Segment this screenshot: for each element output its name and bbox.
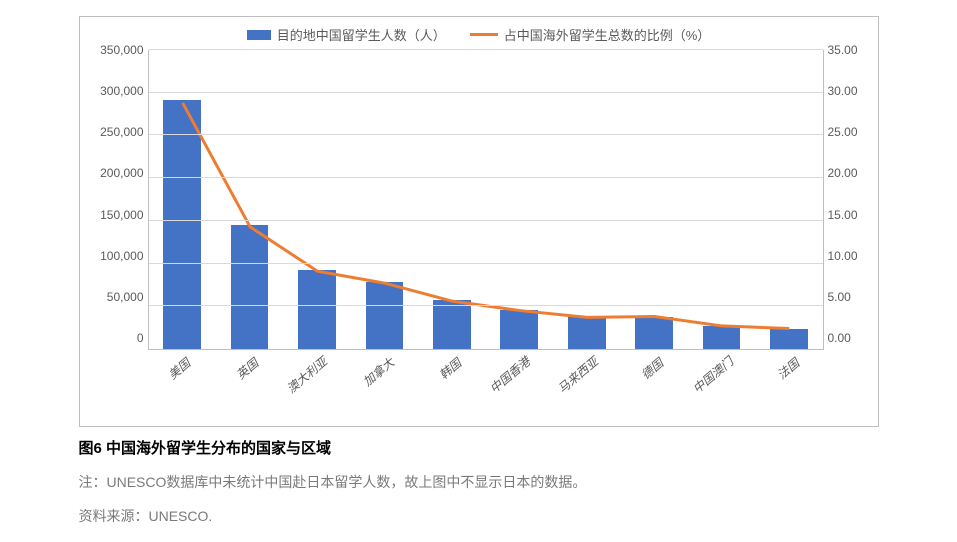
y-left-tick: 150,000 [90,209,144,221]
bar [568,317,606,349]
bar-slot [486,50,553,349]
y-right-tick: 15.00 [828,209,868,221]
bar [703,326,741,349]
y-right-tick: 25.00 [828,126,868,138]
y-axis-left: 350,000300,000250,000200,000150,000100,0… [90,50,148,350]
grid-line [149,49,823,50]
legend-swatch-bar [247,30,271,40]
bar-slot [553,50,620,349]
bar [163,100,201,349]
plot-area: 350,000300,000250,000200,000150,000100,0… [90,50,868,350]
grid-line [149,177,823,178]
bar-slot [755,50,822,349]
legend-label-line: 占中国海外留学生总数的比例（%） [504,25,711,44]
legend-item-line: 占中国海外留学生总数的比例（%） [470,25,711,44]
x-axis-label: 中国澳门 [688,350,756,420]
grid-line [149,92,823,93]
bars-layer [149,50,823,349]
bar [635,317,673,349]
x-axis-label: 加拿大 [350,350,418,420]
x-axis: 美国英国澳大利亚加拿大韩国中国香港马来西亚德国中国澳门法国 [148,350,824,420]
legend: 目的地中国留学生人数（人） 占中国海外留学生总数的比例（%） [90,25,868,44]
x-axis-label: 马来西亚 [553,350,621,420]
bar-slot [418,50,485,349]
y-left-tick: 0 [90,332,144,344]
bar [500,310,538,349]
x-axis-label: 中国香港 [485,350,553,420]
plot [148,50,824,350]
y-left-tick: 100,000 [90,250,144,262]
grid-line [149,305,823,306]
x-axis-label: 德国 [621,350,689,420]
bar-slot [216,50,283,349]
y-right-tick: 20.00 [828,167,868,179]
y-left-tick: 200,000 [90,167,144,179]
bar [433,300,471,349]
x-axis-label: 美国 [148,350,216,420]
figure-caption: 图6 中国海外留学生分布的国家与区域 [79,437,879,458]
figure-source: 资料来源：UNESCO. [79,506,879,526]
y-right-tick: 10.00 [828,250,868,262]
y-left-tick: 50,000 [90,291,144,303]
figure-note: 注：UNESCO数据库中未统计中国赴日本留学人数，故上图中不显示日本的数据。 [79,472,879,492]
x-axis-label: 法国 [756,350,824,420]
x-axis-label: 澳大利亚 [283,350,351,420]
bar [231,225,269,349]
y-right-tick: 0.00 [828,332,868,344]
grid-line [149,220,823,221]
x-axis-label: 韩国 [418,350,486,420]
grid-line [149,263,823,264]
legend-swatch-line [470,33,498,36]
y-left-tick: 300,000 [90,85,144,97]
bar-slot [620,50,687,349]
y-axis-right: 35.0030.0025.0020.0015.0010.005.000.00 [824,50,868,350]
x-axis-label: 英国 [215,350,283,420]
bar-slot [351,50,418,349]
bar-slot [149,50,216,349]
grid-line [149,134,823,135]
bar-slot [688,50,755,349]
bar [298,270,336,349]
bar [770,329,808,350]
y-right-tick: 5.00 [828,291,868,303]
legend-item-bar: 目的地中国留学生人数（人） [247,25,446,44]
bar [366,282,404,349]
chart-container: 目的地中国留学生人数（人） 占中国海外留学生总数的比例（%） 350,000 30… [79,16,879,427]
bar-slot [283,50,350,349]
y-right-tick: 30.00 [828,85,868,97]
y-left-tick: 250,000 [90,126,144,138]
y-right-tick: 35.00 [828,44,868,56]
y-left-tick: 350,000 [90,44,144,56]
legend-label-bar: 目的地中国留学生人数（人） [277,25,446,44]
